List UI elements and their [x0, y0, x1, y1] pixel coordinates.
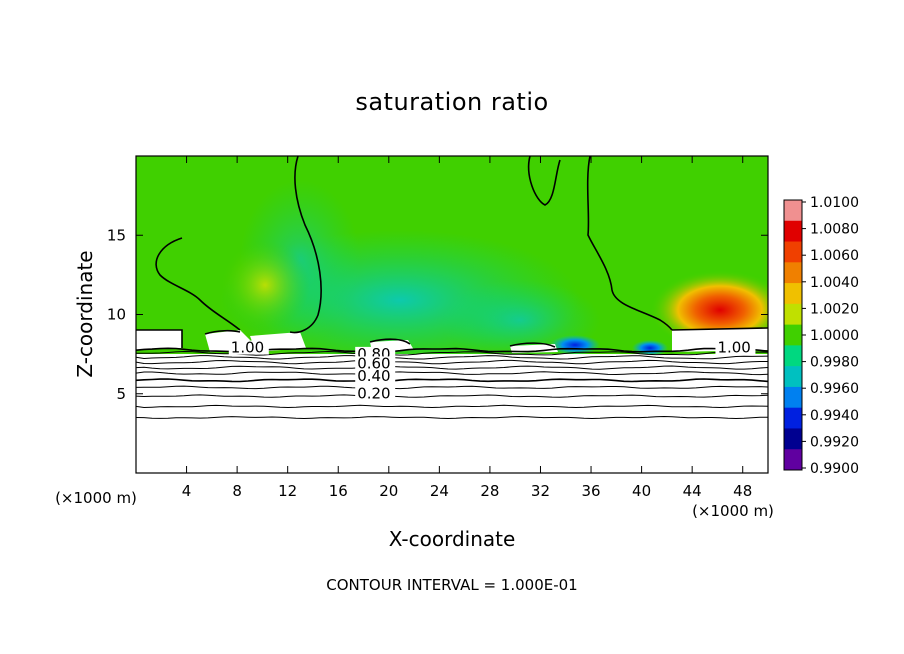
contour-line — [135, 415, 768, 420]
x-axis-ticks: 4 8 12 16 20 24 28 32 36 40 44 48 — [182, 156, 752, 500]
contour-line — [135, 394, 769, 398]
colorbar-swatch — [784, 241, 802, 263]
contour-line — [135, 378, 769, 383]
x-tick-label: 44 — [683, 482, 702, 500]
colorbar-label: 1.0040 — [810, 275, 859, 291]
y-tick-label: 5 — [116, 385, 126, 403]
contour-line — [135, 404, 769, 409]
contour-interval-note: CONTOUR INTERVAL = 1.000E-01 — [326, 576, 578, 594]
colorbar-label: 0.9980 — [810, 355, 859, 371]
colorbar-label: 0.9900 — [810, 461, 859, 477]
contour-labels: 1.00 1.000.800.600.400.20 — [228, 339, 756, 403]
contour-label: 1.00 — [231, 339, 264, 357]
colorbar-swatch — [784, 366, 802, 388]
x-tick-label: 36 — [581, 482, 600, 500]
colorbar-swatch — [784, 386, 802, 409]
x-tick-label: 4 — [182, 482, 192, 500]
colorbar-swatch — [784, 449, 802, 471]
colorbar-swatch — [784, 200, 802, 222]
colorbar-swatch — [784, 283, 802, 305]
contour-line — [135, 385, 769, 390]
colorbar-label: 0.9960 — [810, 381, 859, 397]
x-tick-label: 24 — [430, 482, 449, 500]
chart-title: saturation ratio — [355, 88, 549, 116]
colorbar-label: 1.0080 — [810, 222, 859, 238]
contour-label: 0.20 — [357, 385, 390, 403]
x-tick-label: 12 — [278, 482, 297, 500]
x-tick-label: 28 — [480, 482, 499, 500]
x-tick-label: 16 — [329, 482, 348, 500]
colorbar-swatch — [784, 220, 802, 243]
contour-line — [135, 365, 769, 370]
colorbar-label: 1.0000 — [810, 328, 859, 344]
contour-label-bg — [355, 356, 396, 371]
colorbar-label: 0.9920 — [810, 434, 859, 450]
x-tick-label: 40 — [632, 482, 651, 500]
x-unit-label: (×1000 m) — [692, 502, 774, 520]
colorbar-swatch — [784, 345, 802, 367]
colorbar-swatch — [784, 428, 802, 450]
y-axis-label: Z-coordinate — [73, 250, 97, 377]
contour-line — [135, 359, 768, 365]
contour-label: 0.60 — [357, 354, 390, 372]
x-tick-label: 48 — [733, 482, 752, 500]
saturation-field — [136, 156, 768, 473]
contour-lines-upper — [136, 155, 769, 348]
x-tick-label: 8 — [232, 482, 242, 500]
y-axis-ticks: 5 10 15 — [107, 226, 768, 403]
colorbar-swatch — [784, 262, 802, 284]
y-tick-label: 15 — [107, 226, 126, 244]
colorbar: 1.0100 1.0080 1.0060 1.0040 1.0020 1.0000 0.99… — [783, 195, 859, 477]
contour-label-bg — [355, 369, 396, 384]
contour-lines-lower — [135, 347, 769, 420]
contour-line — [135, 355, 769, 360]
x-tick-label: 20 — [379, 482, 398, 500]
colorbar-label: 0.9940 — [810, 408, 859, 424]
contour-label: 0.40 — [357, 367, 390, 385]
contour-line — [135, 371, 769, 376]
contour-label-bg — [355, 386, 396, 401]
colorbar-swatch — [784, 303, 802, 326]
colorbar-swatch — [784, 324, 802, 346]
x-tick-label: 32 — [531, 482, 550, 500]
colorbar-label: 1.0060 — [810, 248, 859, 264]
contour-label: 1.00 — [717, 339, 750, 357]
contour-label-bg — [228, 340, 269, 355]
colorbar-label: 1.0100 — [810, 195, 859, 211]
contour-label-bg — [715, 340, 756, 355]
colorbar-label: 1.0020 — [810, 301, 859, 317]
colorbar-swatch — [784, 407, 802, 429]
x-axis-label: X-coordinate — [389, 527, 516, 551]
y-unit-label: (×1000 m) — [55, 489, 137, 507]
y-tick-label: 10 — [107, 306, 126, 324]
